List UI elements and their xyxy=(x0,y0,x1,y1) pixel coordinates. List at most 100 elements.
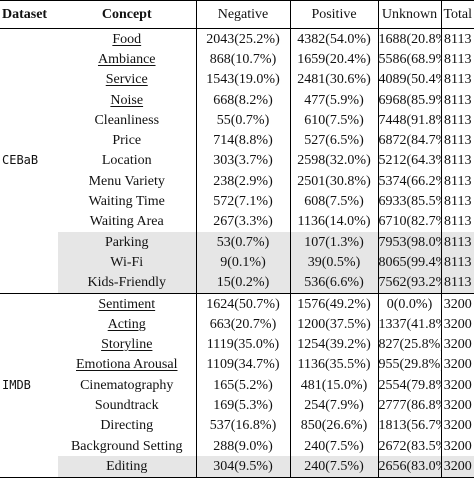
concept-cell: Service xyxy=(58,70,196,90)
negative-cell: 53(0.7%) xyxy=(195,231,290,253)
header-negative: Negative xyxy=(195,0,290,29)
concept-cell: Food xyxy=(58,29,196,50)
positive-cell: 107(1.3%) xyxy=(289,231,378,253)
table-row: Noise 668(8.2%)477(5.9%)6968(85.9%)8113 xyxy=(0,89,474,111)
concept-cell: Editing xyxy=(58,456,196,478)
concept-label: Storyline xyxy=(101,337,153,353)
total-cell: 3200 xyxy=(440,375,474,396)
table-row: Emotiona Arousal 1109(34.7%) 1136(35.5%) 95… xyxy=(0,354,474,376)
unknown-cell: 4089(50.4%) xyxy=(377,69,441,90)
total-cell: 8113 xyxy=(440,231,474,253)
unknown-cell: 7448(91.8%) xyxy=(377,110,441,131)
concept-cell: Background Setting xyxy=(70,438,183,454)
positive-cell: 1136(14.0%) xyxy=(289,211,378,232)
total-cell: 8113 xyxy=(440,28,474,50)
negative-cell: 2043(25.2%) xyxy=(195,28,290,50)
negative-cell: 169(5.3%) xyxy=(195,395,290,416)
unknown-cell: 6933(85.5%) xyxy=(377,191,441,212)
table-row: Location 303(3.7%)2598(32.0%)5212(64.3%)8… xyxy=(0,150,474,172)
total-cell: 8113 xyxy=(440,252,474,273)
concept-label: Noise xyxy=(110,92,144,108)
negative-cell: 303(3.7%) xyxy=(195,150,290,172)
concept-cell: Parking xyxy=(58,231,196,253)
total-cell: 3200 xyxy=(440,314,474,335)
concept-label: Ambiance xyxy=(97,51,156,67)
dataset-name: CEBaB xyxy=(2,153,39,168)
positive-cell: 477(5.9%) xyxy=(289,89,378,111)
negative-cell: 15(0.2%) xyxy=(195,272,290,294)
negative-cell: 165(5.2%) xyxy=(195,375,290,396)
positive-cell: 2501(30.8%) xyxy=(289,171,378,192)
table-row: CEBaB Food 2043(25.2%) 4382(54.0%) 1688(20.8… xyxy=(0,28,474,167)
concept-cell: Cinematography xyxy=(80,377,174,393)
concept-cell: Emotiona Arousal xyxy=(58,355,196,375)
unknown-cell: 955(29.8%) xyxy=(377,354,441,376)
total-cell: 8113 xyxy=(440,130,474,151)
negative-cell: 868(10.7%) xyxy=(195,49,290,70)
negative-cell: 1543(19.0%) xyxy=(195,69,290,90)
total-cell: 3200 xyxy=(440,415,474,436)
positive-cell: 527(6.5%) xyxy=(289,130,378,151)
concept-label: Service xyxy=(105,72,148,88)
negative-cell: 267(3.3%) xyxy=(195,211,290,232)
concept-cell: Kids-Friendly xyxy=(58,272,196,294)
unknown-cell: 827(25.8%) xyxy=(377,334,441,355)
unknown-cell: 1688(20.8%) xyxy=(377,28,441,50)
total-cell: 3200 xyxy=(440,293,474,315)
table-row: IMDB Sentiment 1624(50.7%) 1576(49.2%) 0(0.0… xyxy=(0,293,474,392)
table-row: Cleanliness 55(0.7%)610(7.5%)7448(91.8%)8… xyxy=(0,110,474,131)
total-cell: 8113 xyxy=(440,150,474,172)
table-row: Menu Variety 238(2.9%) 2501(30.8%) 5374(66.… xyxy=(0,171,474,192)
positive-cell: 1576(49.2%) xyxy=(289,293,378,315)
positive-cell: 610(7.5%) xyxy=(289,110,378,131)
total-cell: 3200 xyxy=(440,456,474,478)
positive-cell: 850(26.6%) xyxy=(289,415,378,436)
header-concept: Concept xyxy=(101,7,152,22)
total-cell: 8113 xyxy=(440,89,474,111)
concept-cell: Cleanliness xyxy=(94,112,160,128)
concept-cell: Acting xyxy=(58,314,196,334)
concept-label: Acting xyxy=(107,316,146,332)
total-cell: 8113 xyxy=(440,69,474,90)
unknown-cell: 2554(79.8%) xyxy=(377,375,441,396)
table-row: Storyline 1119(35.0%) 1254(39.2%) 827(25.8%… xyxy=(0,334,474,355)
unknown-cell: 5374(66.2%) xyxy=(377,171,441,192)
positive-cell: 1254(39.2%) xyxy=(289,334,378,355)
total-cell: 8113 xyxy=(440,191,474,212)
table-row: Kids-Friendly15(0.2%)536(6.6%)7562(93.2%… xyxy=(0,272,474,294)
total-cell: 8113 xyxy=(440,49,474,70)
header-row: Dataset Concept Negative Positive Unknow… xyxy=(0,0,474,29)
positive-cell: 536(6.6%) xyxy=(289,272,378,294)
unknown-cell: 1813(56.7%) xyxy=(377,415,441,436)
concept-cell: Waiting Area xyxy=(89,214,164,230)
total-cell: 8113 xyxy=(440,211,474,232)
table-row: Acting 663(20.7%)1200(37.5%)1337(41.8%)32… xyxy=(0,314,474,335)
table-row: Ambiance 868(10.7%)1659(20.4%)5586(68.9%)… xyxy=(0,49,474,70)
concept-cell: Storyline xyxy=(58,334,196,354)
unknown-cell: 5212(64.3%) xyxy=(377,150,441,172)
concept-cell: Ambiance xyxy=(58,49,196,69)
negative-cell: 1624(50.7%) xyxy=(195,293,290,315)
table-row: Directing 537(16.8%)850(26.6%)1813(56.7%)… xyxy=(0,415,474,436)
unknown-cell: 8065(99.4%) xyxy=(377,252,441,273)
positive-cell: 254(7.9%) xyxy=(289,395,378,416)
concept-cell: Menu Variety xyxy=(88,173,165,189)
table-row: Soundtrack 169(5.3%)254(7.9%)2777(86.8%)3… xyxy=(0,395,474,416)
concept-label: Food xyxy=(112,31,142,47)
dataset-name: IMDB xyxy=(2,377,31,392)
unknown-cell: 6968(85.9%) xyxy=(377,89,441,111)
positive-cell: 481(15.0%) xyxy=(289,375,378,396)
negative-cell: 1109(34.7%) xyxy=(195,354,290,376)
unknown-cell: 7562(93.2%) xyxy=(377,272,441,294)
unknown-cell: 6710(82.7%) xyxy=(377,211,441,232)
table-row: Background Setting 288(9.0%) 240(7.5%) 2672… xyxy=(0,435,474,457)
negative-cell: 663(20.7%) xyxy=(195,314,290,335)
unknown-cell: 1337(41.8%) xyxy=(377,314,441,335)
header-positive: Positive xyxy=(289,0,378,29)
table-row: Price 714(8.8%)527(6.5%)6872(84.7%)8113 xyxy=(0,130,474,151)
negative-cell: 9(0.1%) xyxy=(195,252,290,273)
unknown-cell: 7953(98.0%) xyxy=(377,231,441,253)
positive-cell: 1136(35.5%) xyxy=(289,354,378,376)
